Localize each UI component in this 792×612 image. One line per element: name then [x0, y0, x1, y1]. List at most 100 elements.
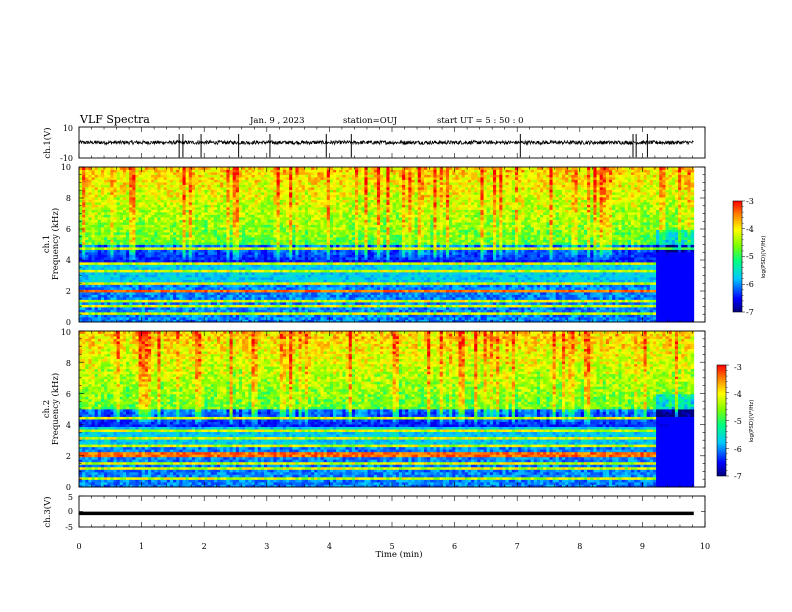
- spectrogram-cell: [139, 215, 143, 218]
- spectrogram-cell: [242, 227, 246, 230]
- spectrogram-cell: [211, 177, 215, 180]
- spectrogram-cell: [314, 295, 318, 298]
- spectrogram-cell: [255, 205, 259, 208]
- spectrogram-cell: [148, 202, 152, 205]
- spectrogram-cell: [292, 250, 296, 253]
- spectrogram-cell: [85, 257, 89, 260]
- spectrogram-cell: [126, 270, 130, 273]
- spectrogram-cell: [299, 170, 303, 173]
- spectrogram-cell: [280, 210, 284, 213]
- spectrogram-cell: [214, 197, 218, 200]
- spectrogram-cell: [204, 260, 208, 263]
- spectrogram-cell: [308, 267, 312, 270]
- spectrogram-cell: [220, 290, 224, 293]
- spectrogram-cell: [135, 210, 139, 213]
- spectrogram-cell: [126, 242, 130, 245]
- spectrogram-cell: [308, 250, 312, 253]
- spectrogram-cell: [123, 217, 127, 220]
- spectrogram-cell: [248, 232, 252, 235]
- spectrogram-cell: [98, 230, 102, 233]
- spectrogram-cell: [204, 190, 208, 193]
- spectrogram-cell: [139, 302, 143, 305]
- spectrogram-cell: [226, 180, 230, 183]
- spectrogram-cell: [208, 240, 212, 243]
- spectrogram-cell: [154, 265, 158, 268]
- spectrogram-cell: [151, 287, 155, 290]
- spectrogram-cell: [248, 197, 252, 200]
- spectrogram-cell: [161, 315, 165, 318]
- spectrogram-cell: [126, 190, 130, 193]
- spectrogram-cell: [321, 187, 325, 190]
- spectrogram-cell: [299, 185, 303, 188]
- spectrogram-cell: [110, 232, 114, 235]
- spectrogram-cell: [123, 195, 127, 198]
- spectrogram-cell: [230, 247, 234, 250]
- spectrogram-cell: [248, 192, 252, 195]
- spectrogram-cell: [239, 230, 243, 233]
- spectrogram-cell: [79, 300, 83, 303]
- spectrogram-cell: [154, 235, 158, 238]
- spectrogram-cell: [195, 200, 199, 203]
- spectrogram-cell: [280, 247, 284, 250]
- spectrogram-cell: [129, 197, 133, 200]
- spectrogram-cell: [117, 242, 121, 245]
- spectrogram-cell: [82, 287, 86, 290]
- spectrogram-cell: [195, 182, 199, 185]
- spectrogram-cell: [311, 217, 315, 220]
- spectrogram-cell: [242, 250, 246, 253]
- spectrogram-cell: [208, 255, 212, 258]
- spectrogram-cell: [264, 235, 268, 238]
- spectrogram-cell: [126, 280, 130, 283]
- spectrogram-cell: [292, 260, 296, 263]
- spectrogram-cell: [164, 215, 168, 218]
- spectrogram-cell: [302, 237, 306, 240]
- spectrogram-cell: [98, 195, 102, 198]
- spectrogram-cell: [98, 287, 102, 290]
- spectrogram-cell: [267, 310, 271, 313]
- spectrogram-cell: [148, 180, 152, 183]
- spectrogram-cell: [107, 250, 111, 253]
- spectrogram-cell: [273, 285, 277, 288]
- spectrogram-cell: [245, 255, 249, 258]
- spectrogram-cell: [142, 170, 146, 173]
- spectrogram-cell: [170, 187, 174, 190]
- spectrogram-cell: [258, 312, 262, 315]
- spectrogram-cell: [321, 312, 325, 315]
- spectrogram-cell: [230, 210, 234, 213]
- spectrogram-cell: [295, 307, 299, 310]
- spectrogram-cell: [110, 302, 114, 305]
- spectrogram-cell: [314, 227, 318, 230]
- spectrogram-cell: [157, 295, 161, 298]
- spectrogram-cell: [252, 257, 256, 260]
- spectrogram-cell: [270, 277, 274, 280]
- spectrogram-cell: [280, 237, 284, 240]
- spectrogram-cell: [211, 240, 215, 243]
- spectrogram-cell: [195, 275, 199, 278]
- spectrogram-cell: [101, 192, 105, 195]
- spectrogram-cell: [245, 220, 249, 223]
- spectrogram-cell: [195, 227, 199, 230]
- spectrogram-cell: [267, 262, 271, 265]
- spectrogram-cell: [151, 290, 155, 293]
- spectrogram-cell: [230, 195, 234, 198]
- spectrogram-cell: [204, 235, 208, 238]
- spectrogram-cell: [104, 175, 108, 178]
- spectrogram-cell: [273, 220, 277, 223]
- spectrogram-cell: [192, 190, 196, 193]
- spectrogram-cell: [211, 265, 215, 268]
- spectrogram-cell: [198, 317, 202, 320]
- spectrogram-cell: [292, 200, 296, 203]
- spectrogram-cell: [198, 240, 202, 243]
- spectrogram-cell: [264, 310, 268, 313]
- spectrogram-cell: [236, 257, 240, 260]
- spectrogram-cell: [85, 177, 89, 180]
- spectrogram-cell: [139, 250, 143, 253]
- spectrogram-cell: [214, 310, 218, 313]
- spectrogram-cell: [110, 285, 114, 288]
- spectrogram-cell: [82, 280, 86, 283]
- spectrogram-cell: [161, 307, 165, 310]
- spectrogram-cell: [164, 307, 168, 310]
- spectrogram-cell: [201, 185, 205, 188]
- spectrogram-cell: [132, 232, 136, 235]
- spectrogram-cell: [176, 250, 180, 253]
